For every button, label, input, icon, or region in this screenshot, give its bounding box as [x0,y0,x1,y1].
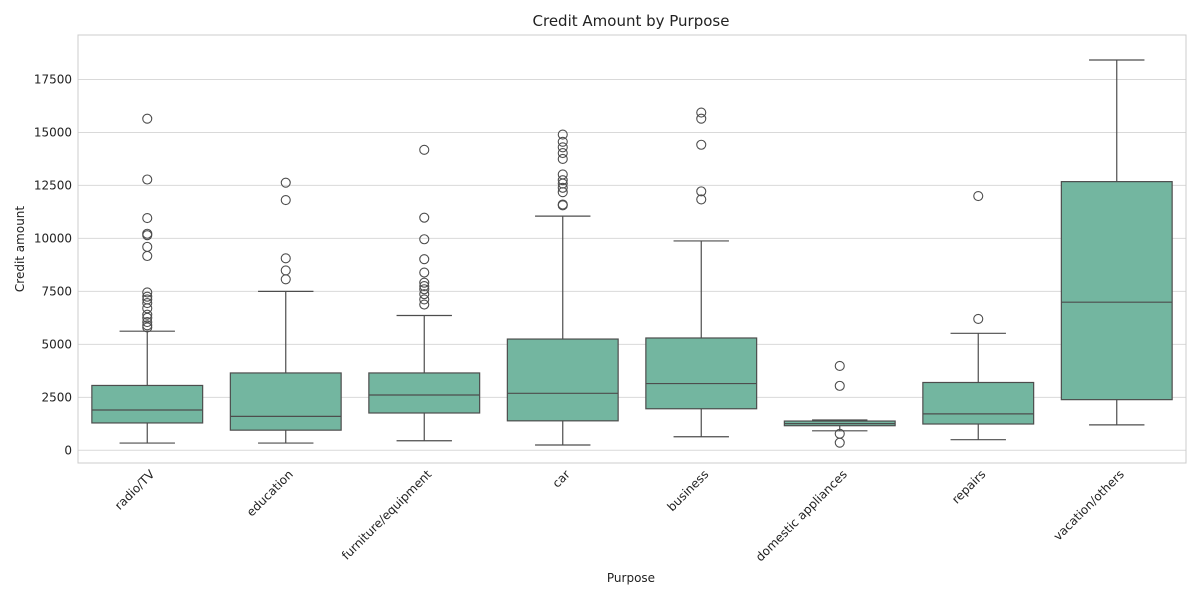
y-tick-label: 12500 [34,178,72,192]
x-axis-ticks: radio/TV education furniture/equipment car b… [112,467,1127,565]
y-tick-label: 2500 [41,390,72,404]
outlier-point [557,187,568,198]
outlier-point [419,281,430,292]
box-iqr [91,384,204,424]
outlier-point [142,174,153,185]
x-axis-label: Purpose [607,571,655,585]
box-8 [1060,59,1173,426]
box-4 [506,129,619,446]
outlier-point [280,274,291,285]
box-6 [783,360,896,448]
outlier-point [557,182,568,193]
box-2 [229,177,342,444]
outlier-point [142,297,153,309]
outlier-point [142,113,153,124]
box-iqr [229,372,342,431]
outlier-point [557,175,568,186]
outlier-point [142,213,153,224]
outlier-point [142,250,153,262]
outlier-point [142,287,153,298]
y-tick-label: 15000 [34,125,72,139]
outlier-point [142,317,153,328]
outlier-point [280,195,291,206]
outlier-point [419,234,430,245]
outlier-point [557,136,568,147]
outlier-point [696,194,707,205]
y-axis-label: Credit amount [13,206,27,292]
outlier-point [557,153,568,165]
y-tick-label: 0 [64,443,72,457]
box-iqr [1060,181,1173,401]
outlier-point [696,107,707,118]
box-5 [645,107,758,438]
outlier-point [142,291,153,302]
box-7 [922,190,1035,441]
outlier-point [419,267,430,278]
y-tick-label: 17500 [34,72,72,86]
y-tick-label: 5000 [41,337,72,351]
outlier-point [696,113,707,124]
outlier-point [696,139,707,150]
y-tick-label: 10000 [34,231,72,245]
outlier-point [419,294,430,305]
x-tick-label: domestic appliances [753,467,850,564]
chart-title: Credit Amount by Purpose [533,12,730,30]
box-iqr [506,338,619,422]
outlier-point [142,241,153,252]
outlier-point [419,289,430,300]
outlier-point [557,147,568,159]
outlier-point [834,437,845,448]
outlier-point [280,265,291,276]
outlier-point [142,309,153,320]
x-tick-label: car [550,467,573,490]
outlier-point [557,142,568,153]
outlier-point [280,177,291,188]
outlier-point [142,230,153,241]
box-iqr [922,381,1035,425]
box-3 [368,144,481,442]
outlier-point [834,380,845,391]
outlier-point [973,190,984,202]
y-axis-ticks: 0 2500 5000 7500 10000 12500 15000 17500 [34,72,72,457]
outlier-point [419,277,430,288]
x-tick-label: repairs [949,467,988,506]
outlier-point [973,313,984,324]
plot-frame [77,34,1187,464]
outlier-point [419,144,430,155]
box-1 [91,113,204,444]
x-tick-label: radio/TV [112,467,158,513]
outlier-point [834,360,845,372]
outlier-point [280,253,291,264]
outlier-point [419,284,430,295]
outlier-point [142,322,153,333]
x-tick-label: vacation/others [1051,467,1127,543]
box-iqr [645,337,758,410]
outlier-point [557,129,568,140]
outlier-point [557,200,568,211]
y-tick-label: 7500 [41,284,72,298]
x-tick-label: education [244,467,296,519]
box-iqr [368,372,481,414]
x-tick-label: business [664,467,711,514]
x-tick-label: furniture/equipment [339,467,435,563]
outlier-point [419,212,430,223]
box-series [91,59,1173,448]
outlier-point [419,299,430,310]
outlier-point [696,186,707,197]
outlier-point [419,254,430,265]
